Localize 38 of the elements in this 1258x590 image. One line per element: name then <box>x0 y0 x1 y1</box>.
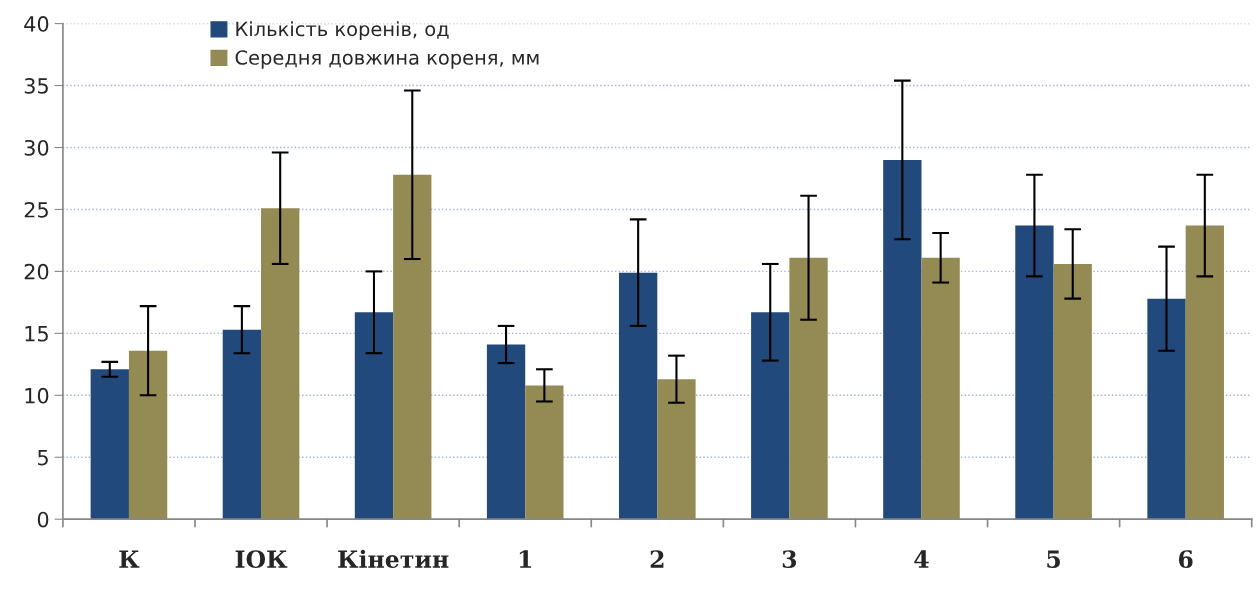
bar <box>751 312 790 520</box>
bar <box>1053 263 1092 520</box>
x-tick-label: 3 <box>782 550 797 569</box>
y-tick-label: 25 <box>24 201 48 218</box>
x-tick-label: 1 <box>519 550 532 568</box>
x-tick-label: 5 <box>1047 550 1060 569</box>
y-tick-label: 10 <box>25 387 49 404</box>
bar <box>525 385 564 520</box>
y-tick-label: 20 <box>24 263 49 280</box>
bar <box>1147 298 1186 520</box>
bar <box>1015 225 1054 520</box>
bar <box>486 344 526 520</box>
x-tick-label: 4 <box>914 550 929 568</box>
bar <box>261 208 300 520</box>
bar <box>789 257 828 520</box>
bar <box>128 350 168 520</box>
y-tick-label: 35 <box>24 78 48 94</box>
bar <box>393 174 432 520</box>
x-tick-label: 2 <box>650 550 664 568</box>
legend-label: Кількість коренів, од <box>236 21 449 41</box>
bar <box>354 312 394 520</box>
x-tick-label: ІОК <box>235 550 288 569</box>
y-tick-label: 15 <box>25 326 48 342</box>
x-tick-label: К <box>119 550 140 568</box>
legend-label: Середня довжина кореня, мм <box>235 50 539 69</box>
x-tick-label: 6 <box>1178 550 1193 569</box>
bar <box>90 369 129 520</box>
bar <box>921 257 960 520</box>
y-tick-label: 30 <box>24 139 49 156</box>
bar <box>222 329 262 520</box>
bar <box>1185 225 1224 520</box>
x-tick-label: Кінетин <box>338 549 449 569</box>
bar <box>619 272 658 520</box>
bar <box>883 159 922 520</box>
y-tick-label: 40 <box>24 16 49 32</box>
y-tick-label: 0 <box>37 511 49 528</box>
y-tick-label: 5 <box>38 449 48 466</box>
bar <box>657 379 696 520</box>
